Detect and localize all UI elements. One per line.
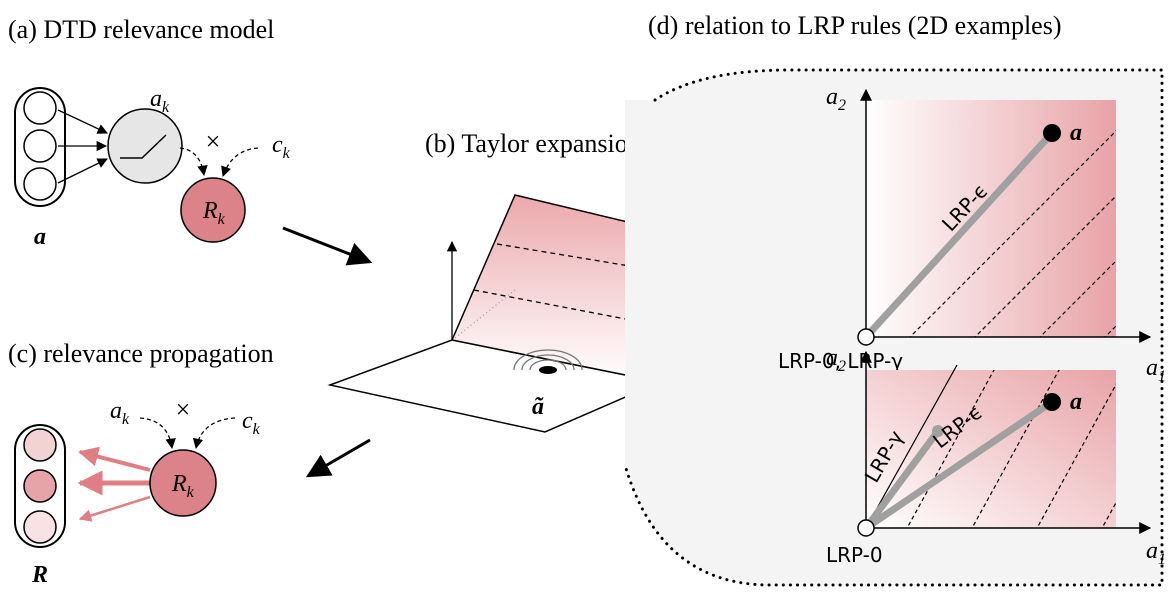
panel-title: (a) DTD relevance model (8, 15, 274, 44)
input-neuron (24, 168, 56, 200)
root-point (539, 366, 557, 374)
relevance-flow (80, 497, 150, 519)
dashed-arrow (223, 148, 258, 176)
symbol: c (242, 408, 253, 434)
activation-label: ak (110, 398, 130, 428)
relevance-flow (80, 452, 150, 470)
x-axis-label: a1 (1146, 538, 1166, 568)
index: 1 (1158, 368, 1166, 385)
activation-label: ak (150, 86, 170, 116)
symbol: a (110, 398, 122, 424)
symbol: c (272, 132, 283, 158)
root-label: ã (532, 394, 544, 420)
origin-point (858, 329, 874, 345)
index: 1 (1158, 551, 1166, 568)
output-neuron (24, 511, 56, 543)
panel-title: (b) Taylor expansion (425, 129, 641, 158)
times: × (176, 395, 191, 424)
output-neuron (24, 429, 56, 461)
index: k (218, 211, 226, 228)
flow-arrow (308, 440, 370, 476)
index: k (162, 99, 170, 116)
symbol: a (826, 84, 838, 110)
symbol: a (826, 345, 838, 371)
index: k (187, 484, 195, 501)
output-neuron (24, 470, 56, 502)
origin-label: LRP-0 (826, 543, 883, 567)
dashed-arrow (140, 418, 172, 448)
symbol: a (1146, 355, 1158, 381)
dashed-arrow (196, 418, 235, 448)
input-neuron (24, 92, 56, 124)
index: 2 (838, 97, 846, 114)
context-label: ck (242, 408, 261, 438)
symbol: a (150, 86, 162, 112)
data-point (1043, 124, 1061, 142)
output-label: R (31, 562, 48, 588)
diagram: (a) DTD relevance model ak × ck Rk a (b)… (0, 0, 1169, 592)
input-label: a (34, 224, 46, 250)
index: 2 (838, 358, 846, 375)
point-label: a (1070, 389, 1082, 415)
origin-point (858, 520, 874, 536)
times: × (206, 127, 221, 156)
panel-title: (c) relevance propagation (8, 339, 274, 368)
input-neuron (24, 130, 56, 162)
flow-arrow (283, 228, 370, 262)
panel-title: (d) relation to LRP rules (2D examples) (648, 11, 1062, 40)
index: k (283, 145, 291, 162)
data-point (1043, 393, 1061, 411)
point-label: a (1070, 120, 1082, 146)
context-label: ck (272, 132, 291, 162)
index: k (253, 421, 261, 438)
symbol: R (202, 198, 218, 224)
dashed-arrow (180, 148, 204, 175)
symbol: a (1146, 538, 1158, 564)
symbol: R (171, 471, 187, 497)
neuron (108, 109, 182, 183)
index: k (122, 411, 130, 428)
